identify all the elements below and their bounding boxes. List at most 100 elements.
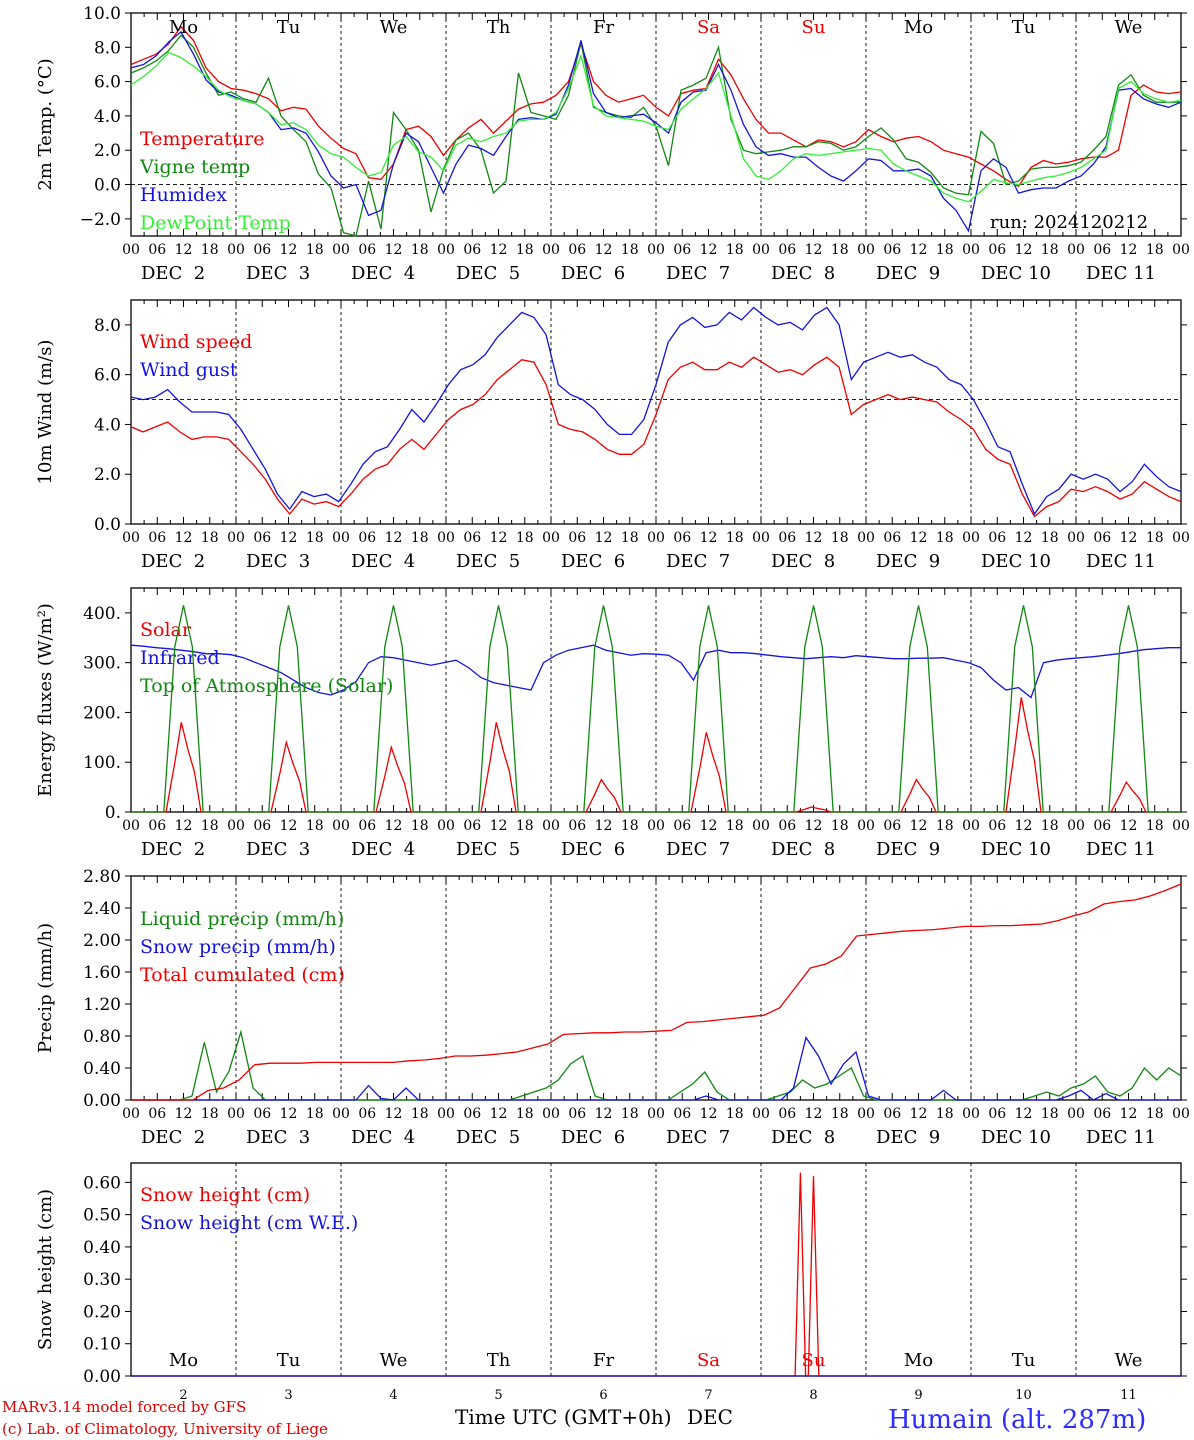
y-tick-label: 8.0 (94, 316, 121, 336)
hour-tick-label: 00 (962, 530, 980, 546)
hour-tick-label: 12 (595, 1106, 613, 1122)
hour-tick-label: 06 (568, 530, 586, 546)
y-tick-label: 6.0 (94, 73, 121, 93)
hour-tick-label: 18 (516, 242, 534, 258)
hour-tick-label: 00 (542, 818, 560, 834)
hour-tick-label: 00 (1067, 530, 1085, 546)
legend-entry: Humidex (140, 184, 227, 206)
hour-tick-label: 06 (673, 818, 691, 834)
weekday-label: We (1115, 17, 1143, 38)
panel-precip: 0.00 0.40 0.80 1.20 1.60 2.00 2.40 2.80 Precip (… (35, 867, 1190, 1148)
weekday-label: Th (487, 17, 511, 38)
hour-tick-label: 06 (1093, 242, 1111, 258)
hour-tick-label: 06 (883, 818, 901, 834)
series-snow-precip-mm-h- (131, 1036, 1181, 1101)
hour-tick-label: 06 (988, 242, 1006, 258)
hour-tick-label: 06 (358, 1106, 376, 1122)
hour-tick-label: 18 (201, 530, 219, 546)
weekday-label: Mo (904, 1350, 933, 1371)
hour-tick-label: 06 (778, 1106, 796, 1122)
date-label: DEC 2 (141, 839, 205, 860)
date-label: DEC 8 (771, 263, 835, 284)
hour-tick-label: 12 (1120, 818, 1138, 834)
y-tick-label: 300. (83, 654, 121, 674)
day-number-label: 6 (599, 1388, 607, 1403)
hour-tick-label: 12 (805, 818, 823, 834)
hour-tick-label: 12 (1120, 530, 1138, 546)
y-tick-label: 0.80 (83, 1027, 121, 1047)
run-label: run: 2024120212 (990, 212, 1148, 233)
hour-tick-label: 06 (463, 1106, 481, 1122)
hour-tick-label: 12 (490, 818, 508, 834)
hour-tick-label: 18 (411, 242, 429, 258)
hour-tick-label: 00 (1172, 242, 1190, 258)
weekday-label: Mo (169, 1350, 198, 1371)
weekday-label: Sa (697, 17, 720, 38)
hour-tick-label: 12 (1015, 1106, 1033, 1122)
hour-tick-label: 18 (201, 818, 219, 834)
y-tick-label: 2.0 (94, 141, 121, 161)
hour-tick-label: 18 (621, 818, 639, 834)
date-label: DEC 3 (246, 551, 310, 572)
hour-tick-label: 06 (253, 1106, 271, 1122)
y-tick-label: 1.60 (83, 963, 121, 983)
y-tick-label: 0.30 (83, 1270, 121, 1290)
y-tick-label: 4.0 (94, 415, 121, 435)
hour-tick-label: 06 (148, 242, 166, 258)
date-label: DEC 8 (771, 1127, 835, 1148)
hour-tick-label: 00 (122, 530, 140, 546)
hour-tick-label: 06 (1093, 818, 1111, 834)
hour-tick-label: 18 (726, 1106, 744, 1122)
day-number-label: 11 (1120, 1388, 1137, 1403)
date-label: DEC 5 (456, 263, 520, 284)
hour-tick-label: 18 (726, 818, 744, 834)
hour-tick-label: 06 (778, 242, 796, 258)
date-label: DEC 4 (351, 551, 415, 572)
time-axis-label: Time UTC (GMT+0h) (455, 1405, 672, 1429)
hour-tick-label: 12 (910, 242, 928, 258)
hour-tick-label: 00 (752, 818, 770, 834)
day-number-label: 9 (914, 1388, 922, 1403)
hour-tick-label: 18 (1146, 818, 1164, 834)
date-label: DEC 6 (561, 839, 625, 860)
date-label: DEC 6 (561, 551, 625, 572)
hour-tick-label: 12 (910, 530, 928, 546)
day-number-label: 7 (704, 1388, 712, 1403)
hour-tick-label: 12 (1015, 242, 1033, 258)
date-label: DEC 11 (1086, 551, 1156, 572)
series-wind-speed (130, 356, 1182, 518)
panel-wind: 0.0 2.0 4.0 6.0 8.0 10m Wind (m/s) 00 06 12 18 DEC… (35, 299, 1190, 572)
date-label: DEC 8 (771, 551, 835, 572)
hour-tick-label: 06 (358, 242, 376, 258)
hour-tick-label: 06 (883, 530, 901, 546)
date-label: DEC 9 (876, 839, 940, 860)
hour-tick-label: 12 (700, 1106, 718, 1122)
hour-tick-label: 18 (201, 242, 219, 258)
hour-tick-label: 06 (148, 1106, 166, 1122)
hour-tick-label: 06 (778, 818, 796, 834)
weekday-label: We (380, 17, 408, 38)
hour-tick-label: 06 (673, 1106, 691, 1122)
hour-tick-label: 06 (1093, 530, 1111, 546)
series-humidex (130, 30, 1182, 233)
hour-tick-label: 06 (358, 818, 376, 834)
hour-tick-label: 00 (647, 530, 665, 546)
legend-entry: Snow height (cm W.E.) (140, 1212, 358, 1234)
hour-tick-label: 00 (227, 818, 245, 834)
day-number-label: 8 (809, 1388, 817, 1403)
legend-entry: Liquid precip (mm/h) (140, 908, 344, 930)
hour-tick-label: 12 (175, 530, 193, 546)
date-label: DEC 2 (141, 551, 205, 572)
hour-tick-label: 12 (1015, 818, 1033, 834)
hour-tick-label: 00 (857, 818, 875, 834)
hour-tick-label: 12 (385, 1106, 403, 1122)
y-tick-label: 1.20 (83, 995, 121, 1015)
legend-entry: Wind speed (140, 331, 252, 353)
hour-tick-label: 00 (542, 530, 560, 546)
hour-tick-label: 06 (568, 1106, 586, 1122)
hour-tick-label: 06 (253, 530, 271, 546)
hour-tick-label: 18 (936, 818, 954, 834)
hour-tick-label: 18 (621, 1106, 639, 1122)
y-tick-label: 0.50 (83, 1206, 121, 1226)
hour-tick-label: 00 (542, 1106, 560, 1122)
